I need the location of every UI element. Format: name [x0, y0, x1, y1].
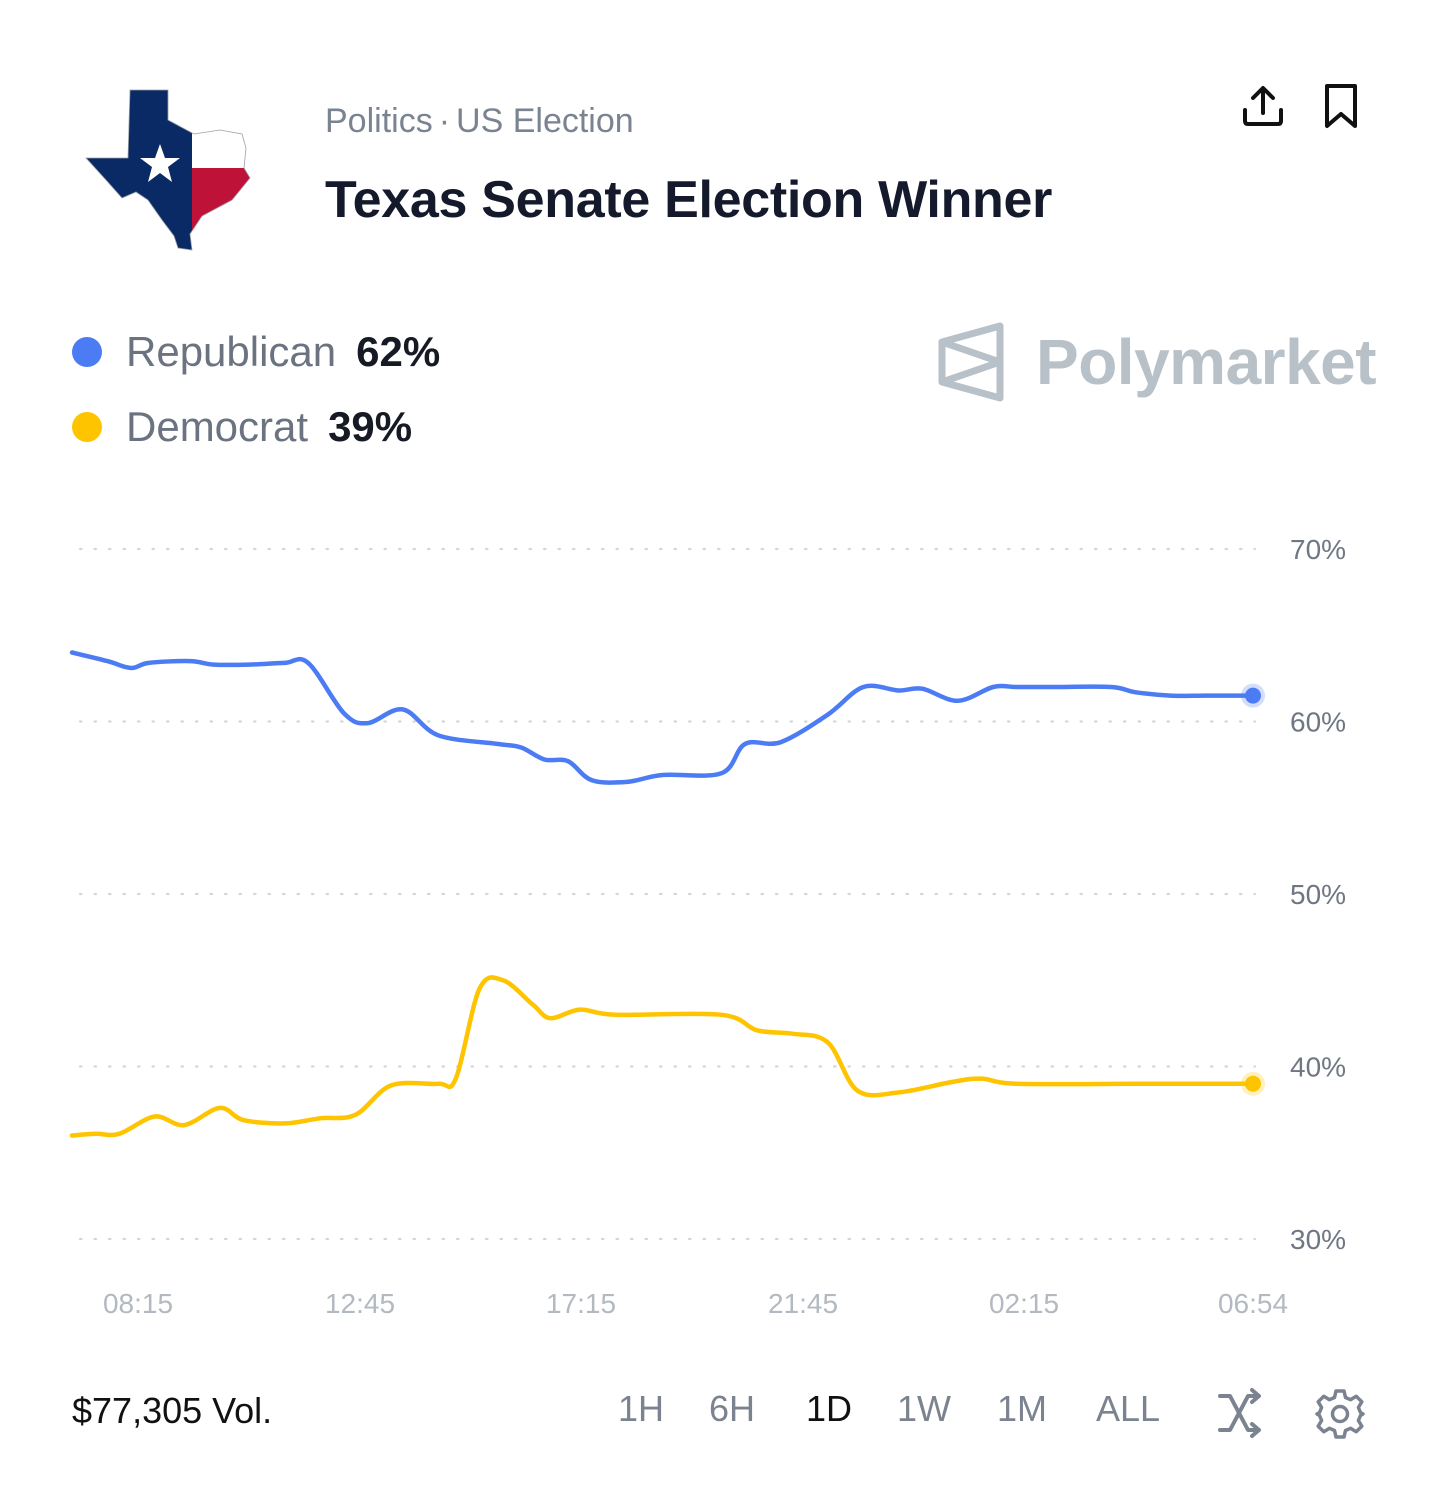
x-tick-label: 08:15: [103, 1288, 173, 1319]
series-line-republican: [69, 650, 1256, 785]
legend-value: 62%: [356, 328, 441, 375]
chart-series: [69, 650, 1265, 1138]
x-tick-label: 06:54: [1218, 1288, 1288, 1319]
series-end-point-republican: [1245, 687, 1261, 704]
range-button-1m[interactable]: 1M: [997, 1388, 1048, 1429]
y-axis-labels: 70% 60% 50% 40% 30%: [1290, 534, 1346, 1255]
x-tick-label: 02:15: [989, 1288, 1059, 1319]
settings-button[interactable]: [1312, 1386, 1368, 1442]
legend-dot-republican: [72, 337, 102, 367]
legend-item-democrat: Democrat 39%: [72, 403, 412, 451]
texas-flag-logo: [82, 88, 256, 254]
x-tick-label: 21:45: [768, 1288, 838, 1319]
volume-label: $77,305 Vol.: [72, 1390, 273, 1431]
breadcrumb-category[interactable]: Politics: [325, 102, 433, 140]
shuffle-button[interactable]: [1212, 1386, 1266, 1440]
gear-icon: [1315, 1389, 1365, 1439]
page-title: Texas Senate Election Winner: [325, 171, 1053, 229]
breadcrumb: Politics · US Election: [325, 102, 634, 141]
bookmark-button[interactable]: [1313, 78, 1369, 134]
x-tick-label: 17:15: [546, 1288, 616, 1319]
y-tick-label: 70%: [1290, 534, 1346, 565]
legend-item-republican: Republican 62%: [72, 328, 440, 376]
price-history-chart[interactable]: 70% 60% 50% 40% 30% 08:15 12:45 17:15 21:45 02:1…: [0, 500, 1440, 1340]
series-line-democrat: [69, 975, 1256, 1138]
shuffle-icon: [1218, 1388, 1261, 1438]
polymarket-logo-icon: [938, 322, 1004, 402]
y-tick-label: 40%: [1290, 1052, 1346, 1083]
legend-name: Democrat: [126, 403, 309, 450]
legend-dot-democrat: [72, 412, 102, 442]
texas-map-image: [85, 89, 251, 251]
y-tick-label: 30%: [1290, 1224, 1346, 1255]
range-button-6h[interactable]: 6H: [709, 1388, 756, 1429]
range-button-1d[interactable]: 1D: [806, 1388, 853, 1429]
brand-watermark: Polymarket: [936, 322, 1377, 402]
breadcrumb-separator: ·: [438, 102, 451, 140]
legend-name: Republican: [126, 328, 337, 375]
series-end-point-democrat: [1245, 1075, 1261, 1092]
star-icon: [140, 144, 180, 182]
bookmark-icon: [1325, 84, 1357, 128]
range-button-1w[interactable]: 1W: [897, 1388, 951, 1429]
x-axis-labels: 08:15 12:45 17:15 21:45 02:15 06:54: [103, 1288, 1288, 1319]
y-tick-label: 60%: [1290, 707, 1346, 738]
breadcrumb-subcategory[interactable]: US Election: [456, 102, 634, 140]
range-button-1h[interactable]: 1H: [618, 1388, 665, 1429]
range-button-all[interactable]: ALL: [1096, 1388, 1161, 1429]
chart-gridlines: [78, 547, 1257, 1241]
legend-value: 39%: [328, 403, 413, 450]
x-tick-label: 12:45: [325, 1288, 395, 1319]
share-upload-icon: [1243, 86, 1283, 126]
share-button[interactable]: [1235, 78, 1291, 134]
brand-name: Polymarket: [1036, 326, 1377, 398]
y-tick-label: 50%: [1290, 879, 1346, 910]
